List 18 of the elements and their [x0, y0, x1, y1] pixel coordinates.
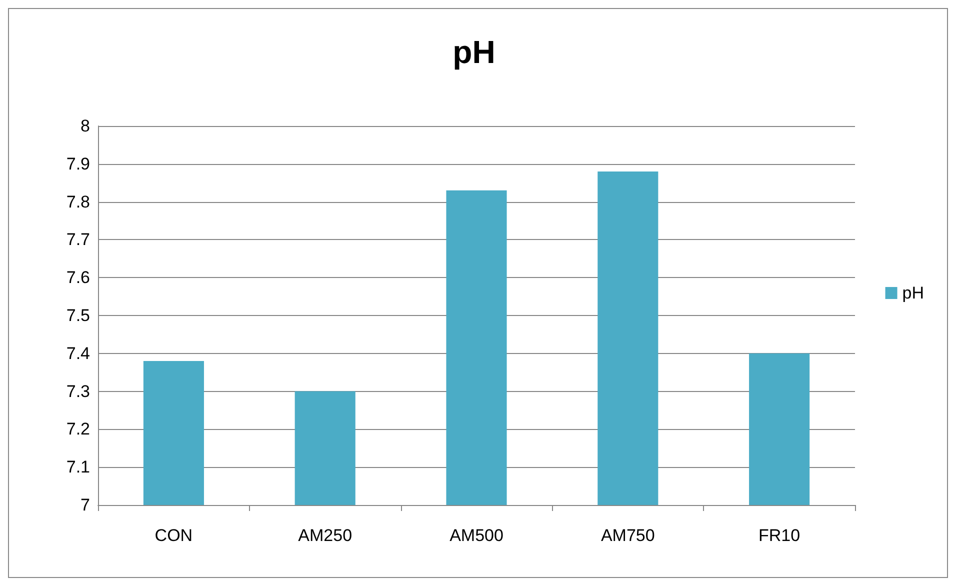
y-tick-label: 7.7	[66, 230, 90, 250]
y-tick-label: 7.1	[66, 458, 90, 477]
y-tick-label: 7.4	[66, 344, 90, 363]
x-tick-label: AM750	[600, 526, 655, 545]
y-tick-label: 7.9	[66, 154, 90, 174]
y-tick-label: 7.3	[66, 382, 90, 401]
chart-title: pH	[452, 34, 496, 70]
x-tick-label: AM500	[450, 526, 504, 545]
y-tick-label: 7.2	[66, 420, 90, 439]
y-tick-label: 7.6	[66, 268, 90, 288]
x-tick-label: AM250	[298, 526, 352, 545]
y-tick-label: 8	[80, 116, 90, 136]
y-tick-label: 7.8	[66, 192, 90, 212]
x-tick-label: FR10	[758, 526, 800, 545]
y-tick-label: 7.5	[66, 306, 90, 325]
legend-label: pH	[902, 284, 924, 302]
x-tick-label: CON	[154, 526, 193, 545]
y-tick-label: 7	[80, 496, 90, 514]
